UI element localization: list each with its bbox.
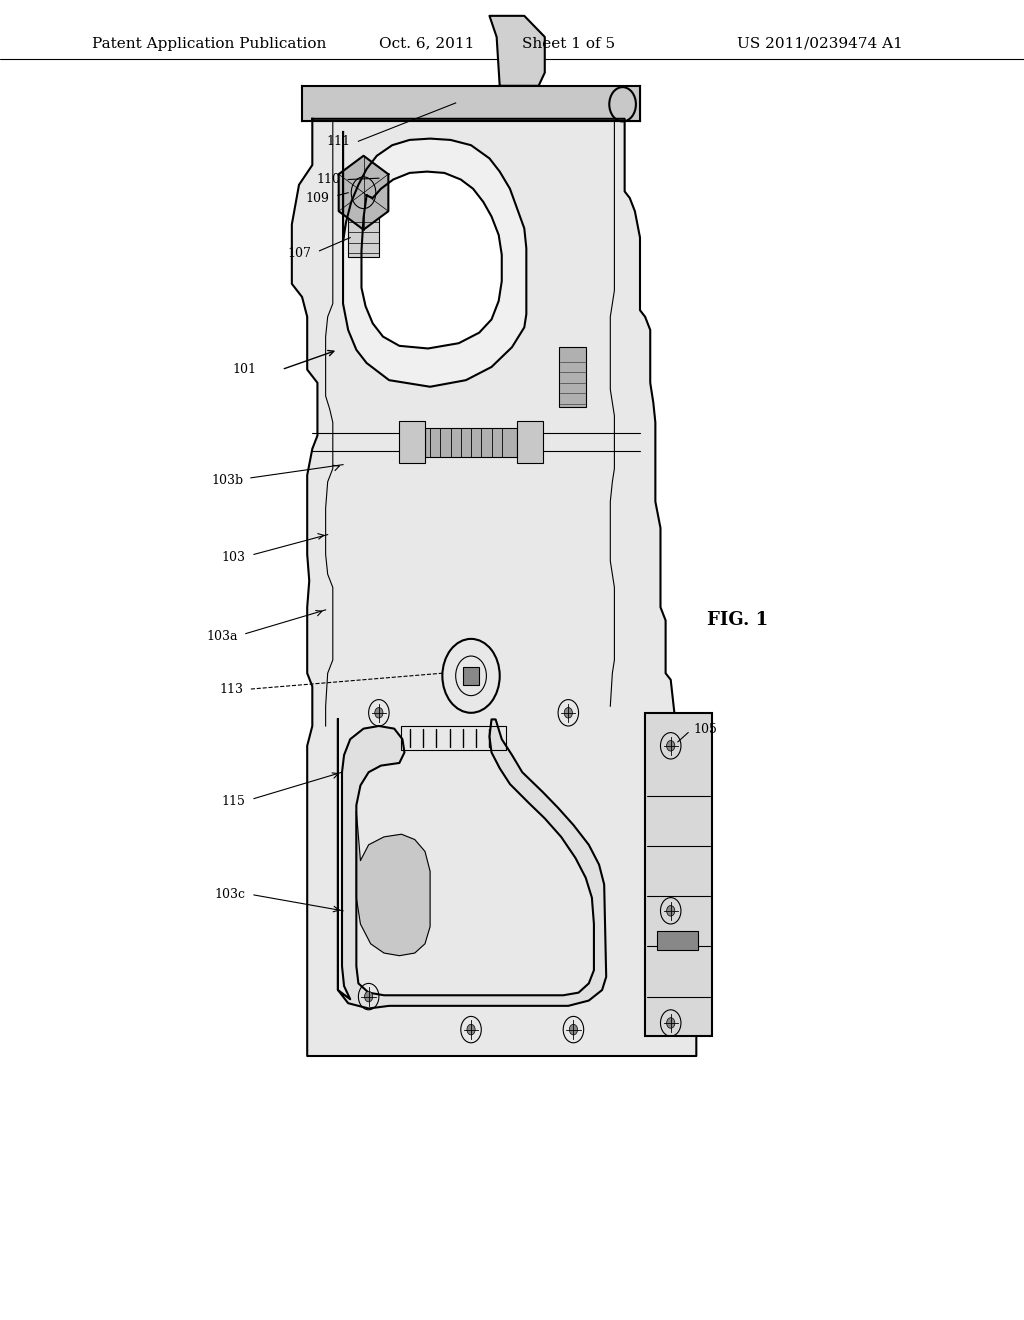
Polygon shape [339, 156, 388, 230]
Text: 103: 103 [222, 550, 246, 564]
Text: 113: 113 [220, 682, 244, 696]
Bar [401, 726, 506, 750]
Polygon shape [343, 132, 526, 387]
Polygon shape [489, 16, 545, 86]
Circle shape [667, 906, 675, 916]
Polygon shape [302, 86, 640, 121]
Text: 110: 110 [316, 173, 340, 186]
Polygon shape [338, 719, 606, 1008]
Bar [517, 421, 543, 463]
Polygon shape [356, 812, 430, 956]
Circle shape [467, 1024, 475, 1035]
Circle shape [365, 991, 373, 1002]
Text: Oct. 6, 2011: Oct. 6, 2011 [379, 37, 474, 50]
Circle shape [569, 1024, 578, 1035]
Text: 107: 107 [288, 247, 311, 260]
Text: 105: 105 [693, 723, 717, 737]
Polygon shape [292, 119, 696, 1056]
Text: FIG. 1: FIG. 1 [707, 611, 768, 630]
Circle shape [667, 1018, 675, 1028]
Text: 109: 109 [306, 191, 330, 205]
Bar [645, 713, 712, 1036]
Bar [348, 211, 379, 257]
Text: 103a: 103a [206, 630, 238, 643]
Text: 101: 101 [232, 363, 256, 376]
Bar [425, 428, 517, 457]
Circle shape [375, 708, 383, 718]
Bar [399, 421, 425, 463]
Bar [463, 667, 479, 685]
Text: US 2011/0239474 A1: US 2011/0239474 A1 [737, 37, 903, 50]
Text: 103c: 103c [215, 888, 246, 902]
Text: Sheet 1 of 5: Sheet 1 of 5 [522, 37, 615, 50]
Text: Patent Application Publication: Patent Application Publication [92, 37, 327, 50]
Text: 103b: 103b [212, 474, 244, 487]
Circle shape [667, 741, 675, 751]
Text: 115: 115 [222, 795, 246, 808]
Polygon shape [361, 172, 502, 348]
Bar [657, 931, 698, 950]
Text: 111: 111 [327, 135, 350, 148]
Circle shape [564, 708, 572, 718]
Bar [559, 347, 586, 407]
